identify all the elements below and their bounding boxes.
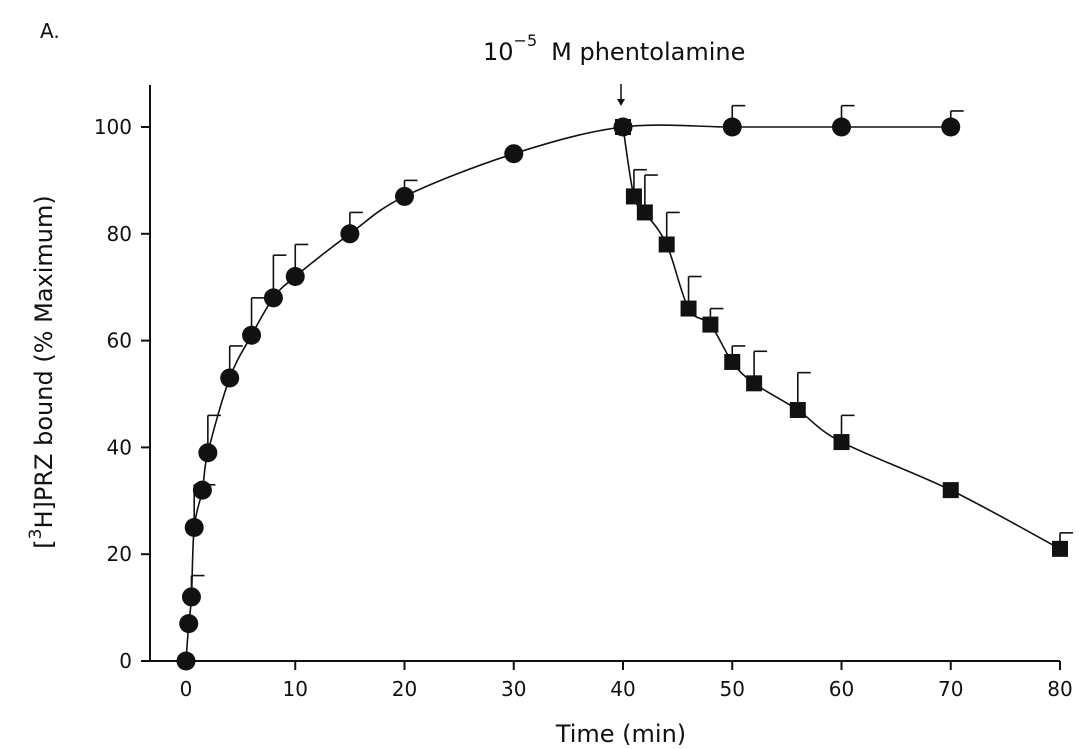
y-axis-title-rest: H]PRZ bound (% Maximum) — [30, 195, 58, 528]
series-1-line — [185, 124, 951, 662]
circle-marker — [198, 443, 218, 463]
circle-marker — [179, 614, 199, 634]
square-marker — [702, 316, 719, 333]
y-tick-label: 60 — [107, 329, 132, 353]
circle-marker — [192, 480, 212, 500]
y-tick-label: 20 — [107, 542, 132, 566]
x-tick-label: 80 — [1047, 677, 1072, 701]
circle-marker — [220, 368, 240, 388]
square-marker — [789, 402, 806, 419]
y-tick-label: 80 — [107, 222, 132, 246]
axes: 0 10 20 30 40 50 60 70 80 0 20 40 60 80 100 — [94, 85, 1073, 701]
series-lines — [185, 124, 1061, 662]
data-markers — [176, 117, 1068, 671]
y-tick-label: 100 — [94, 115, 132, 139]
circle-marker — [184, 518, 204, 537]
x-tick-label: 30 — [501, 677, 526, 701]
square-marker — [1052, 540, 1068, 557]
square-marker — [658, 236, 675, 253]
y-axis-title: [3H]PRZ bound (% Maximum) — [26, 195, 58, 548]
circle-marker — [263, 288, 283, 308]
x-tick-label: 40 — [610, 677, 635, 701]
circle-marker — [722, 117, 742, 137]
y-tick-label: 40 — [107, 435, 132, 459]
square-marker — [625, 188, 642, 205]
panel-label: A. — [40, 19, 60, 43]
square-marker — [942, 482, 959, 499]
annotation-base: 10 — [483, 38, 514, 66]
series-2-line — [622, 126, 1061, 550]
y-axis-title-superscript: 3 — [26, 529, 46, 540]
square-marker — [636, 204, 653, 221]
square-marker — [724, 353, 741, 370]
circle-marker — [176, 651, 196, 671]
y-ticks: 0 20 40 60 80 100 — [94, 115, 150, 673]
x-tick-label: 0 — [180, 677, 193, 701]
x-tick-label: 50 — [720, 677, 745, 701]
circle-marker — [181, 587, 201, 607]
x-tick-label: 10 — [283, 677, 308, 701]
square-marker — [746, 375, 763, 392]
square-marker — [680, 300, 697, 317]
x-tick-label: 70 — [938, 677, 963, 701]
y-tick-label: 0 — [119, 649, 132, 673]
circle-marker — [504, 144, 524, 164]
x-axis-title: Time (min) — [555, 720, 686, 748]
x-ticks: 0 10 20 30 40 50 60 70 80 — [180, 661, 1073, 701]
annotation-label: 10−5 M phentolamine — [483, 31, 745, 66]
phentolamine-annotation: 10−5 M phentolamine — [483, 31, 745, 106]
x-tick-label: 60 — [829, 677, 854, 701]
circle-marker — [340, 224, 360, 244]
annotation-text: M phentolamine — [551, 38, 745, 66]
x-tick-label: 20 — [392, 677, 417, 701]
circle-marker — [242, 325, 262, 345]
annotation-exponent: −5 — [514, 31, 538, 50]
annotation-arrow-head — [617, 99, 625, 106]
error-bars — [190, 104, 1073, 597]
square-marker — [615, 119, 631, 135]
y-axis-title-prefix: [ — [30, 539, 58, 548]
circle-marker — [941, 117, 961, 137]
circle-marker — [285, 267, 305, 287]
square-marker — [833, 434, 850, 451]
circle-marker — [395, 186, 414, 206]
circle-marker — [832, 117, 851, 137]
